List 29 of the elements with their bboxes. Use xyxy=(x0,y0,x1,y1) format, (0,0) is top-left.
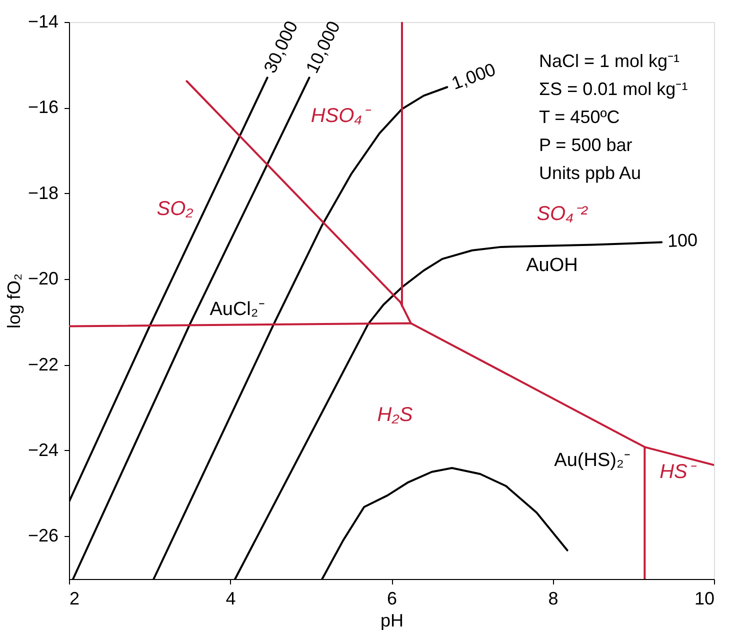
annotation: T = 450ºC xyxy=(539,107,620,127)
x-axis-title: pH xyxy=(380,610,404,630)
y-axis-title: log fO₂ xyxy=(4,273,24,329)
annotation: Au(HS)₂⁻ xyxy=(554,450,630,471)
annotation: HS⁻ xyxy=(660,461,698,483)
annotation: AuCl₂⁻ xyxy=(210,299,264,320)
annotation: ΣS = 0.01 mol kg⁻¹ xyxy=(539,79,688,99)
y-tick-label: −24 xyxy=(28,440,58,460)
annotation: AuOH xyxy=(526,255,578,276)
y-tick-label: −22 xyxy=(28,354,58,374)
annotation: SO₄⁻² xyxy=(536,203,589,225)
x-tick-label: 6 xyxy=(386,588,398,608)
x-tick-label: 2 xyxy=(70,588,80,608)
annotation: HSO₄⁻ xyxy=(310,105,372,127)
annotation: Units ppb Au xyxy=(539,163,642,183)
annotation: SO₂ xyxy=(156,198,194,220)
series-label: 100 xyxy=(667,230,698,251)
x-tick-label: 4 xyxy=(226,588,236,608)
annotation: H₂S xyxy=(377,404,414,426)
y-tick-label: −20 xyxy=(28,268,58,289)
y-tick-label: −26 xyxy=(28,526,58,546)
y-tick-label: −18 xyxy=(28,182,58,203)
y-tick-label: −16 xyxy=(28,97,58,118)
text: 1,000 xyxy=(448,59,498,94)
x-tick-label: 8 xyxy=(548,588,558,608)
y-tick-label: −14 xyxy=(28,12,58,32)
annotation: P = 500 bar xyxy=(539,135,632,155)
annotation: NaCl = 1 mol kg⁻¹ xyxy=(539,51,680,71)
x-tick-label: 10 xyxy=(694,588,714,608)
